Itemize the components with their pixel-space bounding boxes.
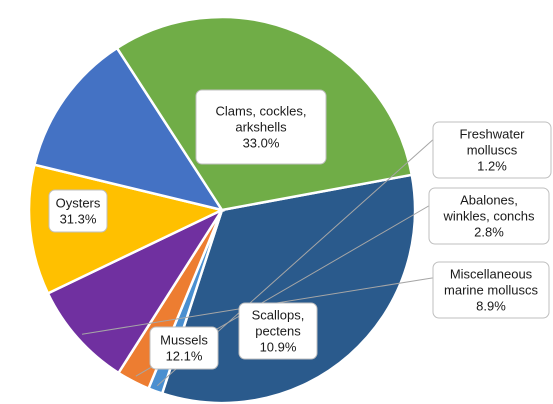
data-label-box <box>432 121 552 179</box>
data-label-value: 10.9% <box>260 340 297 355</box>
data-label-box <box>238 302 318 360</box>
data-label-name: marine molluscs <box>444 283 538 298</box>
data-label-name: Abalones, <box>460 193 518 208</box>
data-label-value: 12.1% <box>166 349 203 364</box>
data-label-name: arkshells <box>235 120 287 135</box>
data-label-box <box>432 261 550 319</box>
data-label-value: 1.2% <box>477 159 507 174</box>
data-label-name: molluscs <box>467 143 518 158</box>
data-label-name: Oysters <box>56 196 101 211</box>
data-label-value: 2.8% <box>474 225 504 240</box>
data-label-box <box>48 189 108 233</box>
data-label-name: Mussels <box>160 333 208 348</box>
data-label-name: Miscellaneous <box>450 267 533 282</box>
data-label-box <box>428 187 550 245</box>
data-label-name: Scallops, <box>252 308 305 323</box>
pie-slice-miscellaneous-marine-molluscs <box>46 206 226 375</box>
data-label-name: Clams, cockles, <box>215 104 306 119</box>
data-label-name: winkles, conchs <box>442 209 535 224</box>
pie-slice-mussels <box>32 46 225 212</box>
data-label-value: 31.3% <box>60 212 97 227</box>
pie-slice-clams-cockles-arkshells <box>160 173 417 404</box>
data-label-value: 33.0% <box>243 136 280 151</box>
data-label-box <box>195 89 327 165</box>
data-label-value: 8.9% <box>476 299 506 314</box>
data-label-name: pectens <box>255 324 301 339</box>
data-label-box <box>149 326 219 370</box>
data-label-name: Freshwater <box>459 127 525 142</box>
